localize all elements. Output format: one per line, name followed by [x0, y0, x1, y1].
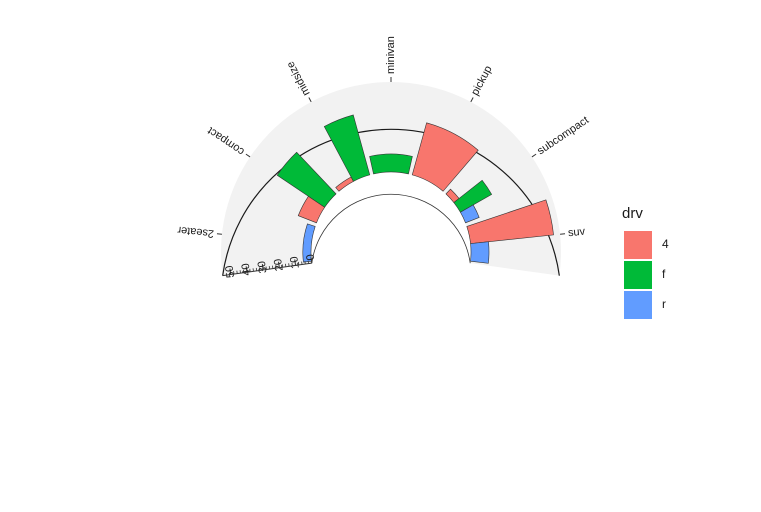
- inner-axis-line: [311, 193, 471, 264]
- count-label-0: 0: [304, 253, 317, 261]
- count-tick-10: [294, 259, 297, 266]
- category-label-minivan: minivan: [385, 36, 397, 74]
- count-tick-40: [245, 266, 248, 273]
- category-tick-midsize: [308, 97, 312, 103]
- bar-compact-f: [276, 151, 337, 208]
- category-label-compact: compact: [206, 124, 247, 157]
- count-tick-20: [278, 261, 280, 268]
- legend-title: drv: [622, 205, 643, 222]
- legend-item-4: 4: [622, 231, 682, 259]
- category-label-midsize: midsize: [285, 59, 313, 98]
- legend-key-r: [624, 291, 652, 319]
- bar-midsize-f: [323, 114, 371, 182]
- legend-key-f: [624, 261, 652, 289]
- bar-subcompact-r: [460, 204, 480, 224]
- category-label-2seater: 2seater: [177, 224, 215, 240]
- category-label-subcompact: subcompact: [535, 114, 591, 157]
- category-tick-pickup: [470, 97, 474, 103]
- legend-key-4: [624, 231, 652, 259]
- category-tick-compact: [245, 153, 251, 158]
- legend-label-4: 4: [662, 237, 669, 251]
- bar-2seater-r: [302, 223, 316, 263]
- category-tick-subcompact: [531, 153, 537, 158]
- count-label-40: 40: [240, 263, 254, 277]
- bar-suv-r: [470, 241, 490, 264]
- legend-label-r: r: [662, 297, 666, 311]
- count-label-20: 20: [272, 258, 286, 272]
- category-label-suv: suv: [567, 225, 586, 239]
- count-label-10: 10: [288, 256, 302, 270]
- category-tick-suv: [560, 233, 566, 235]
- panel-background: [221, 82, 562, 276]
- bars-group: [276, 114, 554, 264]
- bar-pickup-4: [411, 122, 479, 192]
- chart-panel: [221, 82, 562, 276]
- category-tick-2seater: [216, 233, 222, 235]
- count-axis-line: [222, 262, 312, 277]
- count-tick-50: [229, 268, 232, 275]
- count-label-50: 50: [223, 265, 237, 279]
- count-tick-0: [310, 257, 313, 264]
- bar-minivan-f: [369, 153, 413, 175]
- category-label-pickup: pickup: [469, 64, 495, 98]
- count-label-30: 30: [256, 260, 270, 274]
- count-tick-30: [261, 263, 264, 271]
- legend-item-r: r: [622, 291, 682, 319]
- legend-label-f: f: [662, 267, 666, 281]
- legend-item-f: f: [622, 261, 682, 289]
